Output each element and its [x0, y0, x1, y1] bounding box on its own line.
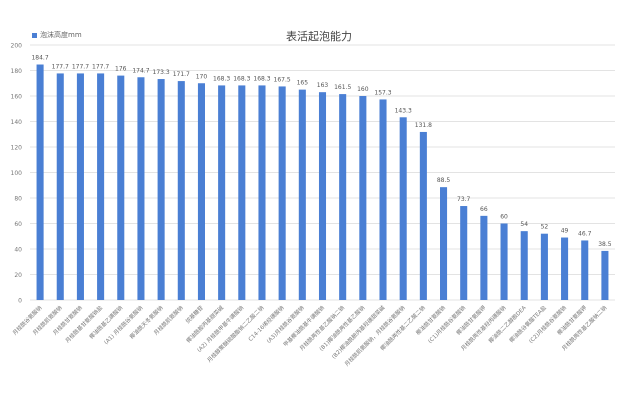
data-label: 88.5: [437, 177, 451, 184]
bar: [460, 206, 468, 300]
x-tick-label: 月桂酰基甘氨酸钠盐: [63, 303, 104, 344]
data-label: 143.3: [395, 107, 412, 114]
legend-swatch: [32, 32, 37, 38]
x-tick-label: 椰油酰胺丙基甜菜碱: [184, 303, 225, 344]
data-label: 160: [357, 86, 369, 93]
bar: [177, 81, 185, 301]
data-label: 170: [196, 73, 208, 80]
data-label: 176: [115, 66, 127, 73]
bar: [197, 83, 205, 300]
bar: [540, 233, 548, 300]
bar: [379, 99, 387, 300]
data-label: 54: [520, 221, 528, 228]
data-label: 177.7: [52, 63, 69, 70]
bar: [500, 223, 508, 300]
data-label: 46.7: [578, 230, 592, 237]
bar: [157, 79, 165, 300]
legend-label: 泡沫高度mm: [40, 31, 82, 39]
x-tick-label: 椰油酰谷氨酸TEA盐: [507, 303, 548, 344]
bar: [339, 94, 347, 301]
data-label: 52: [541, 224, 549, 231]
data-label: 165: [297, 80, 309, 87]
bar: [258, 85, 266, 300]
x-tick-label: (C2)月桂酰谷氨酸钠: [527, 303, 568, 344]
data-label: 168.3: [233, 75, 250, 82]
data-label: 38.5: [598, 241, 612, 248]
data-label: 168.3: [213, 75, 230, 82]
x-tick-label: 椰油酰二乙醇胺DEA: [487, 304, 528, 345]
x-tick-label: C14-16烯烃磺酸钠: [246, 303, 285, 342]
bar: [298, 89, 306, 300]
y-tick-label: 140: [11, 119, 23, 126]
bar: [399, 117, 407, 300]
bar: [97, 73, 105, 301]
data-label: 171.7: [173, 71, 190, 78]
data-label: 60: [500, 214, 508, 221]
data-label: 167.5: [274, 76, 291, 83]
data-label: 73.7: [457, 196, 471, 203]
x-tick-label: 烷基糖苷: [184, 303, 206, 325]
data-label: 173.3: [153, 69, 170, 76]
chart-title: 表活起泡能力: [286, 30, 352, 43]
data-label: 157.3: [374, 89, 391, 96]
bar: [520, 231, 528, 300]
bar: [419, 131, 427, 300]
data-label: 174.7: [132, 67, 149, 74]
bar: [137, 77, 145, 300]
y-tick-label: 60: [14, 221, 22, 228]
y-tick-label: 20: [14, 272, 22, 279]
bar: [601, 250, 609, 300]
bar: [561, 237, 569, 300]
data-label: 163: [317, 82, 329, 89]
y-tick-label: 160: [11, 94, 23, 101]
bar: [218, 85, 226, 300]
y-tick-label: 80: [14, 196, 22, 203]
bar: [117, 75, 125, 300]
data-label: 161.5: [334, 84, 351, 91]
bar: [581, 240, 589, 300]
bar: [318, 92, 327, 300]
x-tick-label: 椰油酰基乙磺酸钠: [87, 303, 124, 340]
data-label: 177.7: [92, 63, 109, 70]
data-label: 168.3: [253, 75, 270, 82]
data-label: 131.8: [415, 122, 432, 129]
x-tick-label: 椰油酰天冬氨酸钠: [128, 303, 165, 340]
x-tick-label: (C1)月桂酰谷氨酸钠: [426, 303, 467, 344]
x-tick-label: (A3)月桂酰谷氨酸钠: [265, 303, 306, 344]
data-label: 66: [480, 206, 488, 213]
data-label: 184.7: [31, 55, 48, 62]
bar: [76, 73, 84, 301]
y-tick-label: 0: [18, 298, 22, 305]
bar: [238, 85, 246, 300]
y-tick-label: 180: [11, 68, 23, 75]
bar: [56, 73, 64, 301]
y-tick-label: 40: [14, 247, 22, 254]
y-tick-label: 200: [11, 43, 23, 50]
bar: [278, 86, 286, 300]
y-tick-label: 120: [11, 145, 23, 152]
bar: [36, 64, 44, 300]
bar: [359, 96, 367, 300]
data-label: 49: [561, 228, 569, 235]
y-tick-label: 100: [11, 170, 23, 177]
bar: [440, 187, 448, 300]
data-label: 177.7: [72, 63, 89, 70]
legend: 泡沫高度mm: [32, 30, 82, 40]
bar: [480, 215, 488, 300]
